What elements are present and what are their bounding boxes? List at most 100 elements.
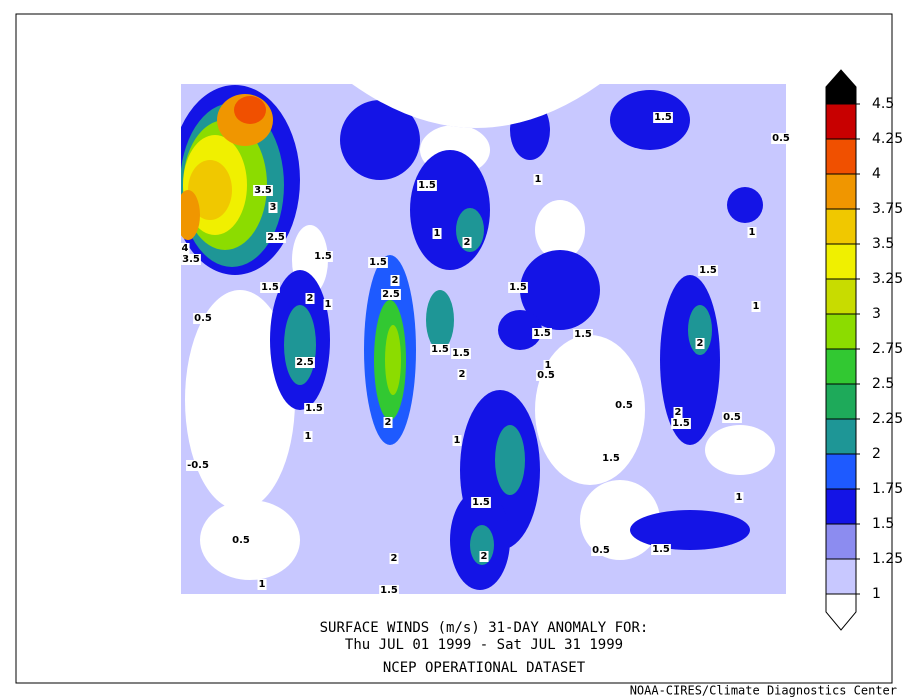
contour-label-box bbox=[303, 431, 313, 442]
contour-label: 1.5 bbox=[261, 282, 279, 293]
contour-label-box bbox=[462, 237, 472, 248]
contour-label: 2 bbox=[675, 407, 682, 418]
shaded-region bbox=[498, 310, 542, 350]
contour-label: 1.5 bbox=[602, 453, 620, 464]
contour-label: 1.5 bbox=[672, 418, 690, 429]
shaded-region bbox=[385, 325, 401, 395]
contour-label: 0.5 bbox=[772, 133, 790, 144]
contour-label: 1.5 bbox=[431, 344, 449, 355]
shaded-region bbox=[510, 100, 550, 160]
colorbar-segment bbox=[825, 418, 857, 455]
shaded-region bbox=[610, 90, 690, 150]
colorbar-label: 3 bbox=[872, 306, 881, 322]
colorbar-segment bbox=[825, 558, 857, 595]
contour-label: 1.5 bbox=[305, 403, 323, 414]
shaded-region bbox=[185, 290, 295, 510]
shaded-region bbox=[234, 96, 266, 124]
contour-label-box bbox=[451, 348, 471, 359]
contour-label-box bbox=[323, 299, 333, 310]
contour-label-box bbox=[417, 180, 437, 191]
shaded-region bbox=[188, 160, 232, 220]
contour-label: 2 bbox=[464, 237, 471, 248]
contour-label-box bbox=[671, 418, 691, 429]
shaded-region bbox=[495, 425, 525, 495]
contour-label-box bbox=[181, 254, 201, 265]
colorbar-label: 4.25 bbox=[872, 131, 903, 147]
contour-label-box bbox=[673, 407, 683, 418]
title-line: NCEP OPERATIONAL DATASET bbox=[383, 660, 586, 676]
contour-label: 1 bbox=[305, 431, 312, 442]
contour-label: 2 bbox=[385, 417, 392, 428]
colorbar-segment bbox=[825, 453, 857, 490]
contour-label: 1 bbox=[545, 360, 552, 371]
contour-label: 1.5 bbox=[369, 257, 387, 268]
contour-label-box bbox=[193, 313, 213, 324]
contour-label: 1.5 bbox=[574, 329, 592, 340]
contour-label-box bbox=[533, 174, 543, 185]
colorbar-segment bbox=[825, 313, 857, 350]
contour-label-box bbox=[479, 551, 489, 562]
contour-label-box bbox=[747, 227, 757, 238]
contour-label-box bbox=[695, 338, 705, 349]
colorbar-segment bbox=[825, 208, 857, 245]
contour-label: 3 bbox=[270, 202, 277, 213]
contour-label: 1.5 bbox=[314, 251, 332, 262]
contour-label-box bbox=[295, 357, 315, 368]
contour-label-box bbox=[186, 460, 210, 471]
contour-label-box bbox=[452, 435, 462, 446]
contour-label-box bbox=[304, 403, 324, 414]
contour-label: 0.5 bbox=[232, 535, 250, 546]
contour-label: 1.5 bbox=[533, 328, 551, 339]
contour-label-box bbox=[180, 243, 190, 254]
credit: NOAA-CIRES/Climate Diagnostics Center bbox=[630, 684, 897, 698]
shaded-region bbox=[535, 335, 645, 485]
contour-label-box bbox=[536, 370, 556, 381]
contour-label: 1.5 bbox=[380, 585, 398, 596]
colorbar-segment bbox=[825, 383, 857, 420]
contour-label-box bbox=[231, 535, 251, 546]
contour-label: 0.5 bbox=[723, 412, 741, 423]
contour-label: 2 bbox=[391, 553, 398, 564]
contour-label: 1.5 bbox=[652, 544, 670, 555]
contour-label: 1 bbox=[749, 227, 756, 238]
contour-label-box bbox=[266, 232, 286, 243]
colorbar-label: 3.5 bbox=[872, 236, 894, 252]
contour-label-box bbox=[383, 417, 393, 428]
colorbar-label: 1.75 bbox=[872, 481, 903, 497]
contour-label-box bbox=[381, 289, 401, 300]
contour-label: 4 bbox=[182, 243, 189, 254]
contour-label-box bbox=[614, 400, 634, 411]
map-area bbox=[181, 84, 786, 594]
frame bbox=[15, 13, 893, 684]
contour-label-box bbox=[751, 301, 761, 312]
contour-label-box bbox=[389, 553, 399, 564]
contour-label: 1 bbox=[454, 435, 461, 446]
colorbar-label: 2.75 bbox=[872, 341, 903, 357]
contour-label-box bbox=[313, 251, 333, 262]
contour-label: 1.5 bbox=[699, 265, 717, 276]
contour-label: 1.5 bbox=[654, 112, 672, 123]
colorbar-label: 3.75 bbox=[872, 201, 903, 217]
contour-label: 1 bbox=[259, 579, 266, 590]
contour-label: 1.5 bbox=[509, 282, 527, 293]
contour-label: 1.5 bbox=[452, 348, 470, 359]
contour-label-box bbox=[430, 344, 450, 355]
contour-label-box bbox=[390, 275, 400, 286]
contour-label-box bbox=[734, 492, 744, 503]
contour-label-box bbox=[601, 453, 621, 464]
contour-label: 2.5 bbox=[296, 357, 314, 368]
contour-label: 1 bbox=[535, 174, 542, 185]
colorbar-label: 2.5 bbox=[872, 376, 894, 392]
colorbar-segment bbox=[825, 243, 857, 280]
contour-label: 1 bbox=[736, 492, 743, 503]
contour-label: 0.5 bbox=[615, 400, 633, 411]
colorbar-segment bbox=[825, 138, 857, 175]
contour-label: 2 bbox=[307, 293, 314, 304]
shaded-region bbox=[727, 187, 763, 223]
shaded-region bbox=[284, 305, 316, 385]
colorbar-segment bbox=[825, 278, 857, 315]
colorbar-segment bbox=[825, 523, 857, 560]
contour-label-box bbox=[532, 328, 552, 339]
contour-label-box bbox=[698, 265, 718, 276]
